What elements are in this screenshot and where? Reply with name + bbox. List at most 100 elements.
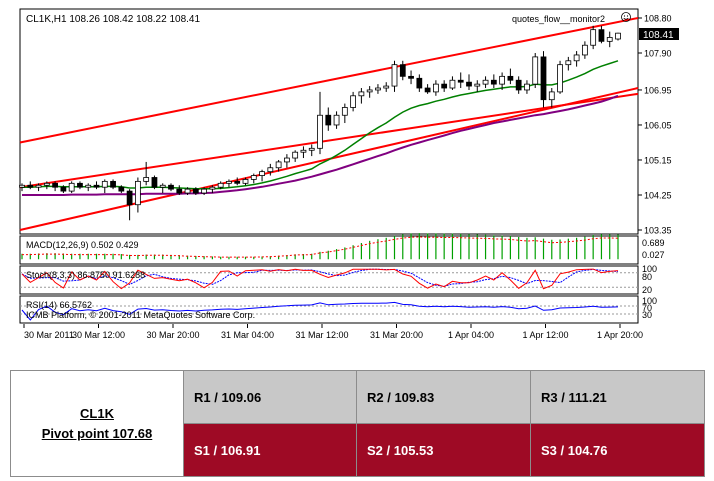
price-tick-label: 104.25: [644, 190, 672, 200]
candle-body: [292, 151, 299, 159]
rsi-panel: [19, 295, 639, 324]
candle-body: [565, 60, 572, 66]
rsi-tick-100: 100: [642, 296, 657, 306]
time-tick-label: 31 Mar 20:00: [370, 330, 423, 340]
candle-body: [582, 44, 588, 56]
candle-body: [441, 83, 448, 89]
candle-body: [557, 64, 563, 93]
candle-body: [43, 182, 50, 186]
candle-body: [184, 188, 191, 194]
candle-body: [366, 89, 373, 93]
candle-body: [482, 79, 489, 85]
candle-body: [524, 83, 530, 91]
support-s2: S2 / 105.53: [356, 423, 531, 477]
candle-body: [375, 87, 381, 91]
resistance-r2: R2 / 109.83: [356, 370, 531, 424]
time-tick-label: 31 Mar 12:00: [295, 330, 348, 340]
candle-body: [259, 171, 265, 176]
candle-body: [60, 186, 67, 192]
candle-body: [217, 182, 224, 188]
candle-body: [118, 186, 125, 192]
time-tick-label: 30 Mar 20:00: [146, 330, 199, 340]
time-tick-label: 30 Mar 12:00: [72, 330, 125, 340]
price-tick-label: 107.90: [644, 49, 672, 59]
candle-body: [573, 54, 580, 62]
candle-body: [308, 147, 315, 151]
candle-body: [598, 29, 605, 42]
candle-body: [250, 175, 257, 180]
candle-body: [399, 64, 406, 77]
candle-body: [548, 91, 555, 101]
resistance-r3: R3 / 111.21: [530, 370, 705, 424]
candle-body: [35, 184, 42, 188]
candle-body: [466, 81, 472, 87]
candle-body: [192, 188, 199, 194]
candle-body: [515, 79, 522, 91]
candle-body: [590, 29, 597, 46]
stoch-panel: [19, 265, 639, 295]
candle-body: [615, 32, 621, 40]
stoch-signal-line: [21, 268, 619, 287]
candle-body: [499, 75, 505, 85]
candle-body: [606, 37, 613, 42]
candle-body: [449, 79, 456, 89]
candle-body: [408, 75, 414, 79]
rsi-tick-30: 30: [642, 310, 652, 320]
candle-body: [358, 91, 365, 97]
resistance-r1: R1 / 109.06: [183, 370, 357, 424]
candle-body: [68, 182, 75, 192]
candle-body: [93, 184, 100, 188]
candle-body: [168, 184, 174, 190]
price-chart: 108.80 107.90 106.95 106.05 105.15 104.25 103.…: [19, 8, 679, 340]
chart-header: CL1K,H1 108.26 108.42 108.22 108.41: [26, 14, 200, 25]
chart-canvas: 108.80 107.90 106.95 106.05 105.15 104.25 103.…: [19, 8, 679, 340]
macd-panel: [19, 235, 639, 265]
stoch-tick-20: 20: [642, 285, 652, 295]
candle-body: [341, 107, 348, 116]
rsi-label: RSI(14) 66.5762: [26, 300, 92, 310]
candle-body: [275, 161, 282, 169]
price-tick-label: 108.80: [644, 14, 672, 24]
pivot-table: CL1K Pivot point 107.68 R1 / 109.06 R2 /…: [10, 370, 705, 477]
candle-body: [52, 182, 58, 188]
candle-body: [424, 87, 431, 93]
candle-body: [540, 56, 547, 101]
pivot-symbol: CL1K: [80, 405, 114, 421]
candle-body: [317, 114, 323, 149]
rsi-tick-70: 70: [642, 303, 652, 313]
candle-body: [234, 180, 241, 184]
candle-body: [209, 186, 216, 190]
stoch-tick-100: 100: [642, 264, 657, 274]
support-s3: S3 / 104.76: [530, 423, 705, 477]
candle-body: [126, 190, 133, 206]
candle-body: [391, 64, 398, 87]
candle-body: [532, 56, 539, 85]
stoch-label: Stoch(8,3,3) 86.8750 91.6288: [26, 270, 145, 280]
stoch-tick-80: 80: [642, 272, 652, 282]
candle-body: [325, 114, 332, 126]
macd-label: MACD(12,26,9) 0.502 0.429: [26, 240, 139, 250]
time-tick-label: 30 Mar 2011: [24, 330, 74, 340]
candle-body: [19, 184, 25, 188]
pivot-point-label: Pivot point 107.68: [41, 425, 153, 441]
ma-slow-line: [22, 94, 619, 196]
candle-body: [143, 177, 150, 182]
candle-body: [176, 188, 183, 194]
price-tick-label: 106.95: [644, 85, 672, 95]
copyright-text: ICMB Platform, © 2001-2011 MetaQuotes So…: [26, 310, 255, 320]
candle-body: [507, 75, 514, 81]
candle-body: [27, 184, 34, 188]
macd-tick-top: 0.689: [642, 238, 665, 248]
stoch-main-line: [21, 268, 619, 290]
channel-upper-line: [19, 17, 639, 144]
main-price-panel: [19, 8, 639, 235]
candle-body: [474, 83, 481, 87]
candle-body: [300, 149, 307, 153]
candle-body: [284, 157, 290, 163]
candle-body: [85, 184, 92, 188]
price-tick-label: 105.15: [644, 155, 672, 165]
candle-body: [383, 85, 390, 89]
current-price-label: 108.41: [643, 30, 674, 41]
candle-body: [350, 95, 356, 108]
rsi-line: [21, 301, 619, 321]
